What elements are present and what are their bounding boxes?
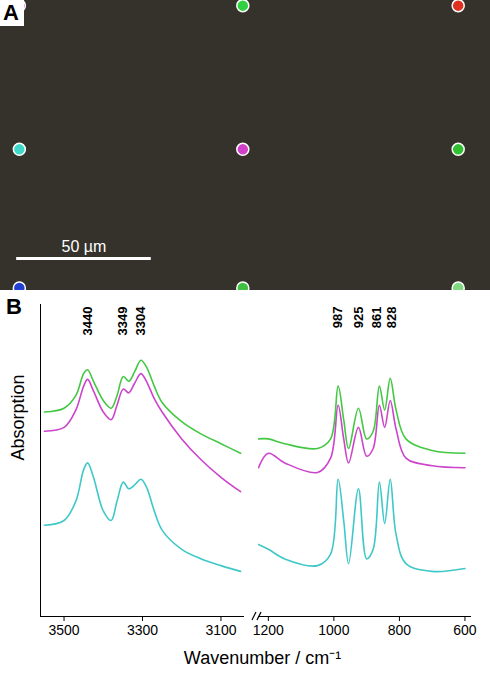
html-text:Wavenumber / cm⁻¹: Wavenumber / cm⁻¹ xyxy=(183,648,342,668)
svg-text:1000: 1000 xyxy=(318,622,349,638)
svg-text:828: 828 xyxy=(384,307,399,329)
svg-text:3349: 3349 xyxy=(115,307,130,336)
svg-text:3300: 3300 xyxy=(127,622,158,638)
html-text:B: B xyxy=(6,294,22,319)
html-text:A: A xyxy=(3,0,19,25)
svg-text:1200: 1200 xyxy=(253,622,284,638)
svg-text:3440: 3440 xyxy=(80,307,95,336)
svg-text:50 µm: 50 µm xyxy=(62,238,107,255)
svg-text:861: 861 xyxy=(369,307,384,329)
svg-text:800: 800 xyxy=(388,622,412,638)
svg-text:3304: 3304 xyxy=(133,306,148,336)
svg-text:Absorption: Absorption xyxy=(8,374,28,460)
svg-text:3500: 3500 xyxy=(48,622,79,638)
svg-text:600: 600 xyxy=(453,622,477,638)
svg-text:925: 925 xyxy=(351,307,366,329)
svg-text:3100: 3100 xyxy=(205,622,236,638)
svg-text:987: 987 xyxy=(330,307,345,329)
